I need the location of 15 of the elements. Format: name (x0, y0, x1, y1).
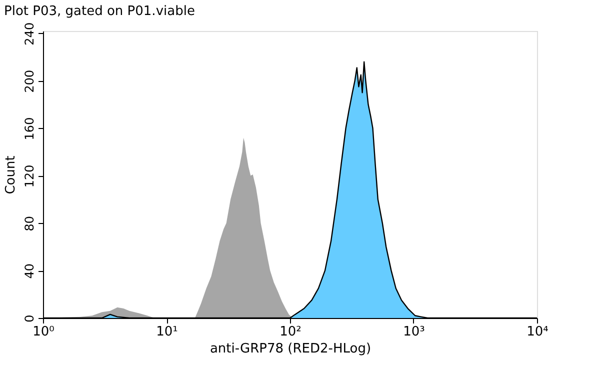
y-tick-label: 240 (22, 22, 36, 46)
x-tick-label: 10³ (403, 324, 425, 340)
x-tick-label: 10¹ (156, 324, 178, 340)
chart-title: Plot P03, gated on P01.viable (4, 4, 195, 19)
y-tick-label: 200 (22, 70, 36, 93)
y-tick-label: 120 (22, 164, 36, 188)
y-axis-title: Count (4, 156, 18, 194)
y-tick-label: 0 (22, 314, 36, 322)
x-tick-label: 10² (280, 324, 302, 340)
y-tick-label: 160 (22, 117, 36, 140)
x-tick-label: 10⁴ (526, 324, 548, 340)
y-tick-label: 80 (22, 216, 36, 232)
x-axis-title: anti-GRP78 (RED2-HLog) (210, 342, 372, 356)
x-tick-label: 10⁰ (32, 324, 54, 340)
y-tick-label: 40 (22, 263, 36, 279)
